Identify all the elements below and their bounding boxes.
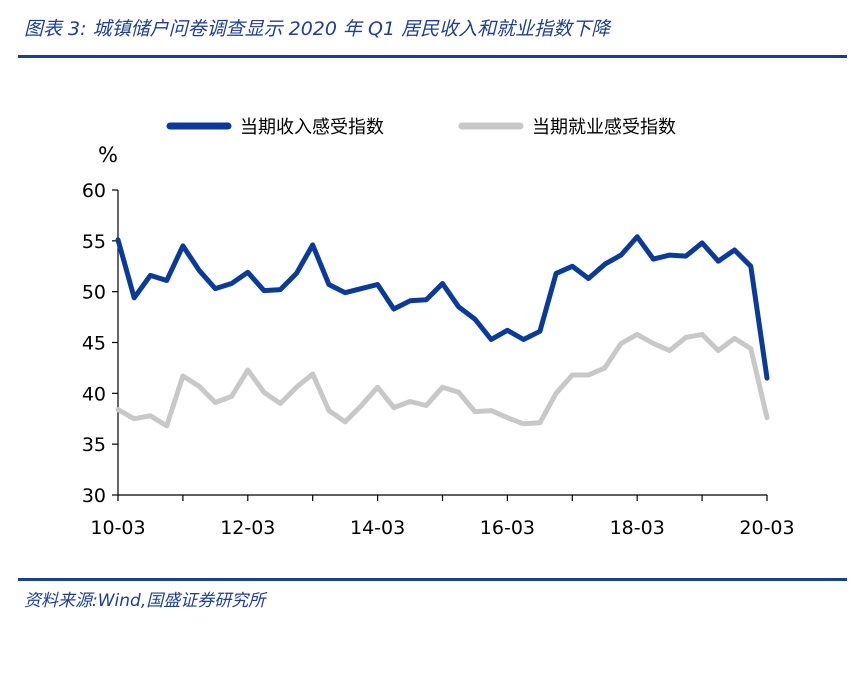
- top-divider: [18, 55, 847, 58]
- x-tick-label: 20-03: [739, 517, 794, 539]
- legend: 当期收入感受指数 当期就业感受指数: [166, 117, 676, 138]
- y-tick-label: 35: [82, 434, 106, 456]
- chart-title: 图表 3: 城镇储户问卷调查显示 2020 年 Q1 居民收入和就业指数下降: [24, 18, 611, 40]
- y-tick-label: 60: [82, 180, 106, 202]
- y-tick-label: 50: [82, 282, 106, 304]
- y-tick-label: 30: [82, 485, 106, 507]
- x-tick-label: 12-03: [220, 517, 275, 539]
- legend-label-employment: 当期就业感受指数: [532, 117, 676, 138]
- y-tick-label: 55: [82, 231, 106, 253]
- series-line-employment: [115, 331, 770, 429]
- line-chart: 当期收入感受指数 当期就业感受指数 % 30 35 40 45 50 55 60 10-03 1…: [82, 117, 795, 539]
- x-tick-label: 14-03: [350, 517, 405, 539]
- axes: 30 35 40 45 50 55 60 10-03 12-03 14-03 16-03 18-03 2…: [82, 180, 795, 539]
- y-axis-unit: %: [98, 143, 118, 167]
- series-layer: [115, 234, 770, 429]
- x-tick-label: 16-03: [480, 517, 535, 539]
- x-tick-label: 10-03: [90, 517, 145, 539]
- legend-label-income: 当期收入感受指数: [240, 117, 384, 138]
- x-tick-label: 18-03: [610, 517, 665, 539]
- source-note: 资料来源:Wind,国盛证券研究所: [24, 591, 266, 611]
- y-tick-label: 45: [82, 333, 106, 355]
- series-line-income: [115, 234, 770, 381]
- y-tick-label: 40: [82, 383, 106, 405]
- bottom-divider: [18, 578, 847, 581]
